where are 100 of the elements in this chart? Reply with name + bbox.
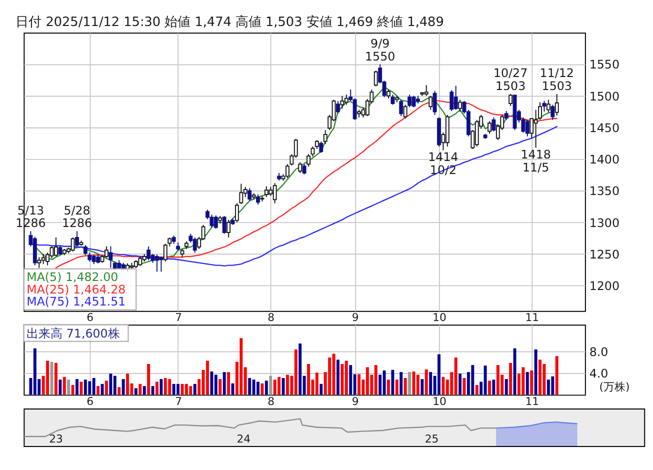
bar bbox=[538, 360, 542, 395]
annotation: 11/12 1503 bbox=[540, 66, 574, 94]
candlestick bbox=[272, 182, 277, 204]
bar bbox=[378, 374, 382, 395]
bar bbox=[391, 370, 394, 395]
annotation: 5/28 1286 bbox=[62, 203, 92, 230]
candlestick bbox=[54, 237, 58, 257]
bar bbox=[492, 380, 496, 395]
bar bbox=[395, 380, 398, 395]
bar bbox=[184, 384, 188, 395]
bar bbox=[458, 374, 462, 395]
bar bbox=[84, 380, 87, 395]
bar bbox=[126, 374, 129, 395]
bar bbox=[408, 372, 412, 395]
bar bbox=[206, 360, 209, 395]
candlestick bbox=[344, 94, 348, 106]
bar bbox=[530, 370, 534, 395]
bar bbox=[484, 366, 487, 395]
x-tick-label: 9 bbox=[352, 395, 359, 408]
bar bbox=[374, 365, 378, 395]
bar bbox=[264, 380, 268, 395]
bar bbox=[424, 369, 428, 395]
candlestick bbox=[399, 99, 404, 117]
chart-title: 日付 2025/11/12 15:30 始値 1,474 高値 1,503 安値 1,469 終値 1,489 bbox=[16, 14, 444, 30]
candlestick bbox=[319, 140, 324, 154]
text: MA(75) 1,451.51 bbox=[26, 294, 126, 309]
bar bbox=[151, 386, 154, 395]
bar bbox=[168, 379, 172, 395]
bar bbox=[307, 364, 310, 395]
candlestick bbox=[248, 188, 252, 202]
text: MA(25) 1,464.28 bbox=[26, 282, 126, 296]
candlestick bbox=[424, 84, 428, 96]
candlestick bbox=[159, 256, 164, 272]
candlestick bbox=[214, 214, 218, 230]
bar bbox=[546, 380, 550, 395]
bar bbox=[320, 384, 323, 395]
candlestick bbox=[428, 95, 433, 110]
candlestick bbox=[298, 162, 302, 174]
x-tick-label: 6 bbox=[86, 395, 94, 408]
candlestick bbox=[92, 254, 96, 265]
bar bbox=[160, 379, 163, 395]
bar bbox=[96, 386, 100, 395]
y-tick-label: 1250 bbox=[589, 247, 620, 262]
y-tick-label: 1500 bbox=[589, 89, 620, 104]
candlestick bbox=[239, 183, 244, 204]
candlestick bbox=[508, 94, 513, 107]
bar bbox=[240, 338, 243, 395]
bar bbox=[382, 370, 386, 395]
bar bbox=[113, 376, 116, 395]
bar bbox=[429, 372, 432, 395]
x-tick-label: 7 bbox=[175, 311, 182, 324]
bar bbox=[442, 376, 445, 395]
candlestick bbox=[146, 246, 151, 261]
y-tick-label: 4.0 bbox=[589, 366, 608, 381]
candlestick bbox=[340, 95, 344, 110]
bar bbox=[214, 374, 218, 395]
candlestick bbox=[488, 120, 492, 134]
bar bbox=[387, 380, 390, 395]
bar bbox=[54, 362, 58, 395]
y-tick-label: 1200 bbox=[589, 278, 620, 293]
candlestick bbox=[542, 100, 546, 112]
annotation: 10/27 1503 bbox=[494, 66, 528, 94]
y-tick-label: 1400 bbox=[589, 152, 620, 167]
bar bbox=[504, 379, 508, 395]
candlestick bbox=[256, 194, 260, 206]
y-tick-label: 1450 bbox=[589, 120, 620, 135]
bar bbox=[222, 372, 226, 395]
bar bbox=[416, 374, 420, 395]
bar bbox=[488, 380, 491, 395]
bar bbox=[147, 364, 150, 395]
bar bbox=[189, 386, 192, 395]
bar bbox=[315, 372, 318, 395]
annotation: 9/9 1550 bbox=[365, 36, 396, 64]
bar bbox=[534, 349, 538, 395]
candlestick bbox=[458, 99, 462, 112]
candlestick bbox=[155, 254, 159, 272]
bar bbox=[67, 380, 70, 395]
bar bbox=[76, 379, 78, 395]
x-tick-label: 6 bbox=[86, 311, 94, 324]
bar bbox=[509, 362, 512, 395]
candlestick bbox=[352, 98, 357, 120]
candlestick bbox=[403, 104, 408, 120]
bar bbox=[496, 365, 500, 395]
x-tick-label: 25 bbox=[424, 432, 439, 446]
x-tick-label: 7 bbox=[175, 395, 182, 408]
candlestick bbox=[234, 202, 239, 223]
bar bbox=[33, 348, 36, 395]
candlestick bbox=[138, 256, 142, 266]
bar bbox=[471, 365, 474, 395]
x-tick-label: 10 bbox=[432, 311, 446, 324]
bar bbox=[298, 344, 302, 395]
bar bbox=[134, 388, 138, 395]
candlestick bbox=[454, 85, 458, 110]
candlestick bbox=[432, 90, 437, 116]
candlestick bbox=[108, 246, 113, 268]
candlestick bbox=[554, 94, 559, 116]
x-tick-label: 8 bbox=[268, 311, 275, 324]
candlestick bbox=[408, 94, 412, 108]
candlestick bbox=[525, 119, 530, 137]
bar bbox=[420, 379, 424, 395]
